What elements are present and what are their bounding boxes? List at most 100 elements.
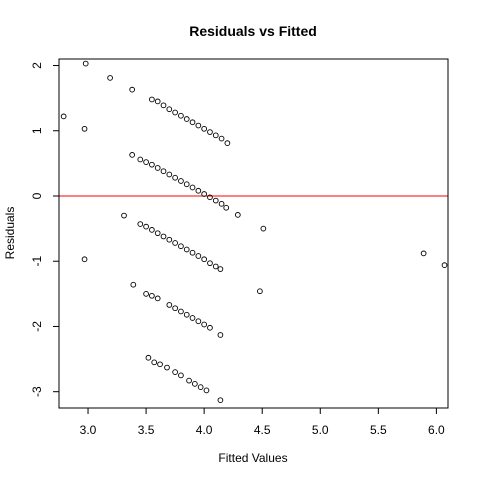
data-point [149, 292, 155, 299]
data-point [81, 125, 88, 132]
data-point [160, 102, 167, 109]
data-point [218, 200, 225, 207]
data-point [224, 140, 231, 147]
data-point [137, 156, 144, 163]
x-tick-label: 5.5 [370, 423, 387, 437]
data-point [197, 384, 204, 390]
data-point [189, 249, 196, 256]
data-point [212, 197, 219, 204]
data-point [257, 288, 263, 295]
data-point [186, 377, 192, 384]
data-point [107, 75, 113, 81]
data-point [201, 256, 207, 263]
y-tick-label: 2 [30, 62, 44, 69]
data-point [166, 302, 173, 308]
data-point [218, 135, 225, 142]
data-point [201, 321, 207, 328]
x-axis-label: Fitted Values [218, 451, 287, 465]
data-point [172, 109, 178, 116]
data-point [154, 295, 161, 302]
data-point [137, 221, 144, 227]
data-point [207, 129, 213, 135]
data-point [195, 253, 202, 259]
y-tick-label: -3 [30, 386, 44, 397]
chart-title: Residuals vs Fitted [189, 23, 317, 39]
data-point [172, 369, 178, 375]
data-point [178, 178, 184, 184]
data-point [178, 112, 184, 119]
data-point [189, 119, 196, 126]
data-point [160, 233, 167, 240]
data-point [149, 96, 155, 103]
data-point [121, 212, 127, 219]
x-tick-label: 4.5 [254, 423, 271, 437]
data-point [149, 227, 155, 233]
data-point [143, 223, 149, 230]
data-point [172, 305, 178, 312]
data-point [143, 290, 149, 297]
data-point [192, 381, 198, 387]
data-point [82, 60, 89, 67]
data-point [207, 194, 213, 201]
data-point [151, 359, 158, 366]
x-tick-label: 5.0 [312, 423, 329, 437]
y-tick-label: -2 [30, 321, 44, 332]
data-point [260, 225, 267, 232]
data-point [195, 187, 202, 194]
data-point [166, 106, 173, 113]
data-point [195, 122, 202, 129]
data-point [207, 260, 213, 267]
x-tick-label: 3.0 [80, 423, 97, 437]
data-point [217, 332, 224, 338]
axis-ticks: 3.0 3.5 4.0 4.5 5.0 5.5 6.0 -3 -2 -1 0 1 2 [30, 62, 445, 437]
data-point [234, 212, 241, 218]
data-point [201, 125, 207, 132]
data-point [154, 230, 161, 237]
data-point [178, 243, 184, 250]
data-point [183, 181, 190, 188]
data-point [154, 165, 161, 171]
data-point [217, 266, 224, 272]
data-point [130, 281, 137, 288]
data-point [143, 159, 149, 165]
x-tick-label: 4.0 [196, 423, 213, 437]
x-tick-label: 3.5 [138, 423, 155, 437]
data-point [154, 98, 161, 105]
y-tick-label: -1 [30, 256, 44, 267]
data-point [172, 174, 178, 181]
data-point [201, 191, 207, 197]
data-point [178, 308, 184, 315]
data-point [166, 236, 173, 243]
data-point [164, 364, 170, 371]
data-point [207, 324, 213, 331]
data-point [183, 246, 190, 253]
data-point [157, 361, 163, 368]
data-point [203, 387, 210, 394]
y-tick-label: 1 [30, 127, 44, 134]
data-point [195, 318, 202, 325]
plot-frame [58, 58, 449, 409]
data-point [145, 354, 152, 361]
data-point [420, 250, 427, 257]
data-point [60, 113, 67, 120]
data-point [81, 256, 88, 263]
data-point [183, 311, 190, 318]
data-point [129, 152, 136, 158]
data-point [149, 161, 155, 168]
data-point [441, 262, 448, 268]
plot-area [59, 60, 448, 404]
y-tick-label: 0 [30, 192, 44, 199]
data-point [189, 315, 196, 321]
data-point [217, 397, 224, 404]
data-point [212, 132, 219, 139]
y-axis-label: Residuals [3, 207, 17, 260]
x-tick-label: 6.0 [428, 423, 445, 437]
data-point [172, 240, 178, 246]
data-point [178, 372, 184, 379]
data-point [189, 184, 196, 191]
data-point [223, 204, 230, 211]
data-point [129, 86, 136, 93]
data-point [212, 263, 219, 270]
data-point [160, 168, 167, 175]
